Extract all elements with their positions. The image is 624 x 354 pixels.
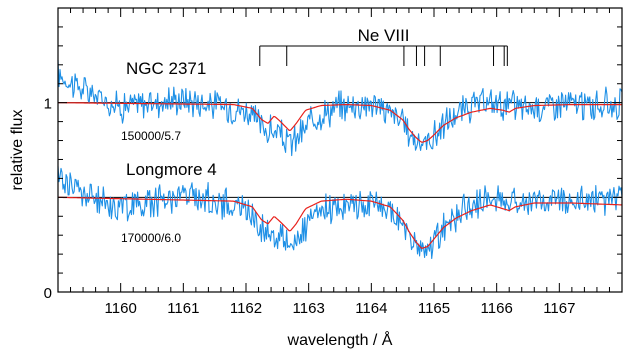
x-tick-label: 1160 [105, 300, 137, 317]
x-axis-label: wavelength / Å [287, 330, 393, 349]
x-tick-label: 1164 [355, 300, 387, 317]
plot-frame [57, 7, 623, 293]
y-tick-labels: 0 1 [44, 96, 52, 302]
y-axis-label: relative flux [9, 110, 26, 191]
axis-ticks-layer [57, 7, 623, 293]
model-spectrum [57, 196, 622, 249]
spectrum-lines-layer [57, 59, 623, 260]
ne-viii-label: Ne VIII [358, 26, 410, 45]
ne-viii-marker [259, 45, 508, 66]
x-tick-label: 1165 [418, 300, 450, 317]
panel-1-star-name: NGC 2371 [126, 59, 206, 78]
x-tick-label: 1167 [543, 300, 575, 317]
x-tick-label: 1166 [481, 300, 513, 317]
panel-2-params: 170000/6.0 [121, 231, 181, 245]
x-tick-label: 1163 [293, 300, 325, 317]
panel-1-params: 150000/5.7 [121, 129, 181, 143]
model-spectrum [58, 102, 622, 143]
x-tick-label: 1161 [167, 300, 199, 317]
y-tick-label: 1 [44, 96, 52, 113]
x-tick-label: 1162 [230, 300, 262, 317]
y-tick-label: 0 [44, 285, 52, 302]
x-tick-labels: 1160 1161 1162 1163 1164 1165 1166 1167 [105, 300, 576, 317]
observed-spectrum [57, 59, 623, 157]
panel-2-star-name: Longmore 4 [126, 160, 217, 179]
